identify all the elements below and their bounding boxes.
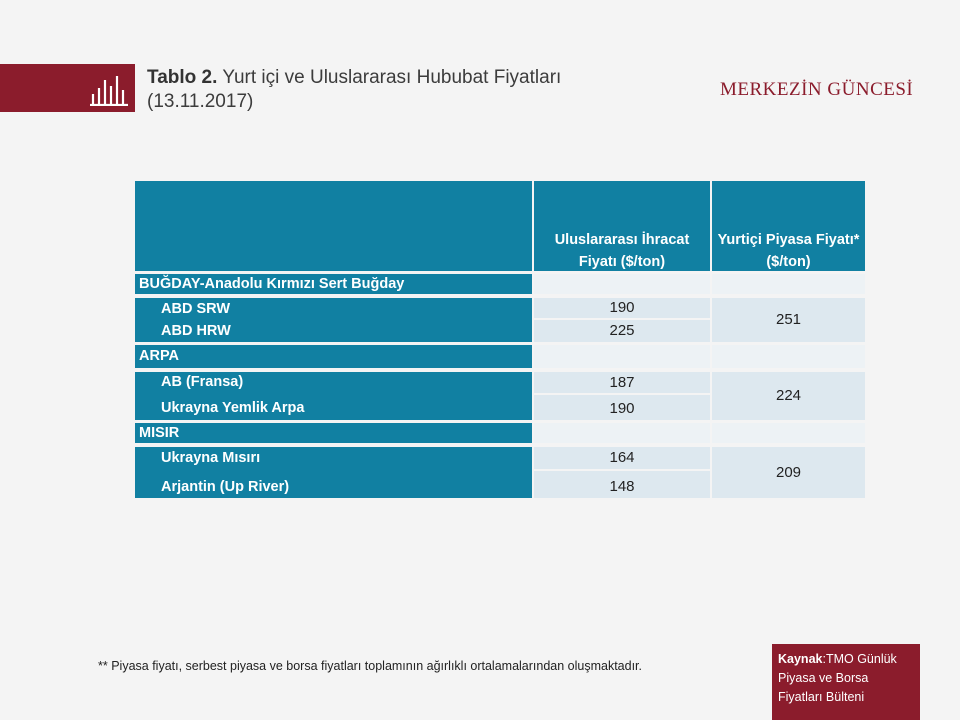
col-export-header: Uluslararası İhracat Fiyatı ($/ton) xyxy=(534,181,710,271)
table-cell-empty xyxy=(712,274,865,294)
table-cell-empty xyxy=(534,423,710,443)
row-label: ABD SRW xyxy=(161,301,231,317)
title-date: (13.11.2017) xyxy=(147,91,254,112)
export-price-cell: 225 xyxy=(534,320,710,342)
table-header-corner xyxy=(135,181,532,271)
table-cell-empty xyxy=(534,345,710,368)
export-price-cell: 190 xyxy=(534,395,710,420)
brand-name: MERKEZİN GÜNCESİ xyxy=(720,79,914,100)
page-title: Tablo 2. Yurt içi ve Uluslararası Hububa… xyxy=(147,66,647,114)
header-icon-block xyxy=(0,64,135,112)
footnote: ** Piyasa fiyatı, serbest piyasa ve bors… xyxy=(98,659,643,673)
domestic-price-cell: 251 xyxy=(712,298,865,342)
row-label: Ukrayna Yemlik Arpa xyxy=(161,400,305,416)
title-bold: Tablo 2. xyxy=(147,67,218,88)
row-block-misir xyxy=(135,447,532,498)
domestic-price-cell: 209 xyxy=(712,447,865,498)
col-domestic-header: Yurtiçi Piyasa Fiyatı* ($/ton) xyxy=(712,181,865,271)
group-label-misir: MISIR xyxy=(135,423,532,443)
export-price-cell: 190 xyxy=(534,298,710,318)
row-label: ABD HRW xyxy=(161,323,231,339)
group-label-arpa: ARPA xyxy=(135,345,532,368)
row-label: Ukrayna Mısırı xyxy=(161,450,261,466)
export-price-cell: 187 xyxy=(534,372,710,393)
export-price-cell: 164 xyxy=(534,447,710,469)
table-cell-empty xyxy=(712,423,865,443)
source-box: Kaynak:TMO Günlük Piyasa ve Borsa Fiyatl… xyxy=(772,644,920,720)
bar-chart-icon xyxy=(90,76,128,106)
title-text: Yurt içi ve Uluslararası Hububat Fiyatla… xyxy=(222,67,562,88)
source-text: :TMO Günlük Piyasa ve Borsa Fiyatları Bü… xyxy=(778,652,897,704)
row-label: Arjantin (Up River) xyxy=(161,479,290,495)
table-cell-empty xyxy=(534,274,710,294)
price-table: Uluslararası İhracat Fiyatı ($/ton) Yurt… xyxy=(135,181,865,498)
row-block-arpa xyxy=(135,372,532,420)
domestic-price-cell: 224 xyxy=(712,372,865,420)
row-block-bugday xyxy=(135,298,532,342)
group-label-bugday: BUĞDAY-Anadolu Kırmızı Sert Buğday xyxy=(135,274,532,294)
row-label: AB (Fransa) xyxy=(161,374,244,390)
source-label: Kaynak xyxy=(778,652,823,666)
table-cell-empty xyxy=(712,345,865,368)
export-price-cell: 148 xyxy=(534,471,710,498)
